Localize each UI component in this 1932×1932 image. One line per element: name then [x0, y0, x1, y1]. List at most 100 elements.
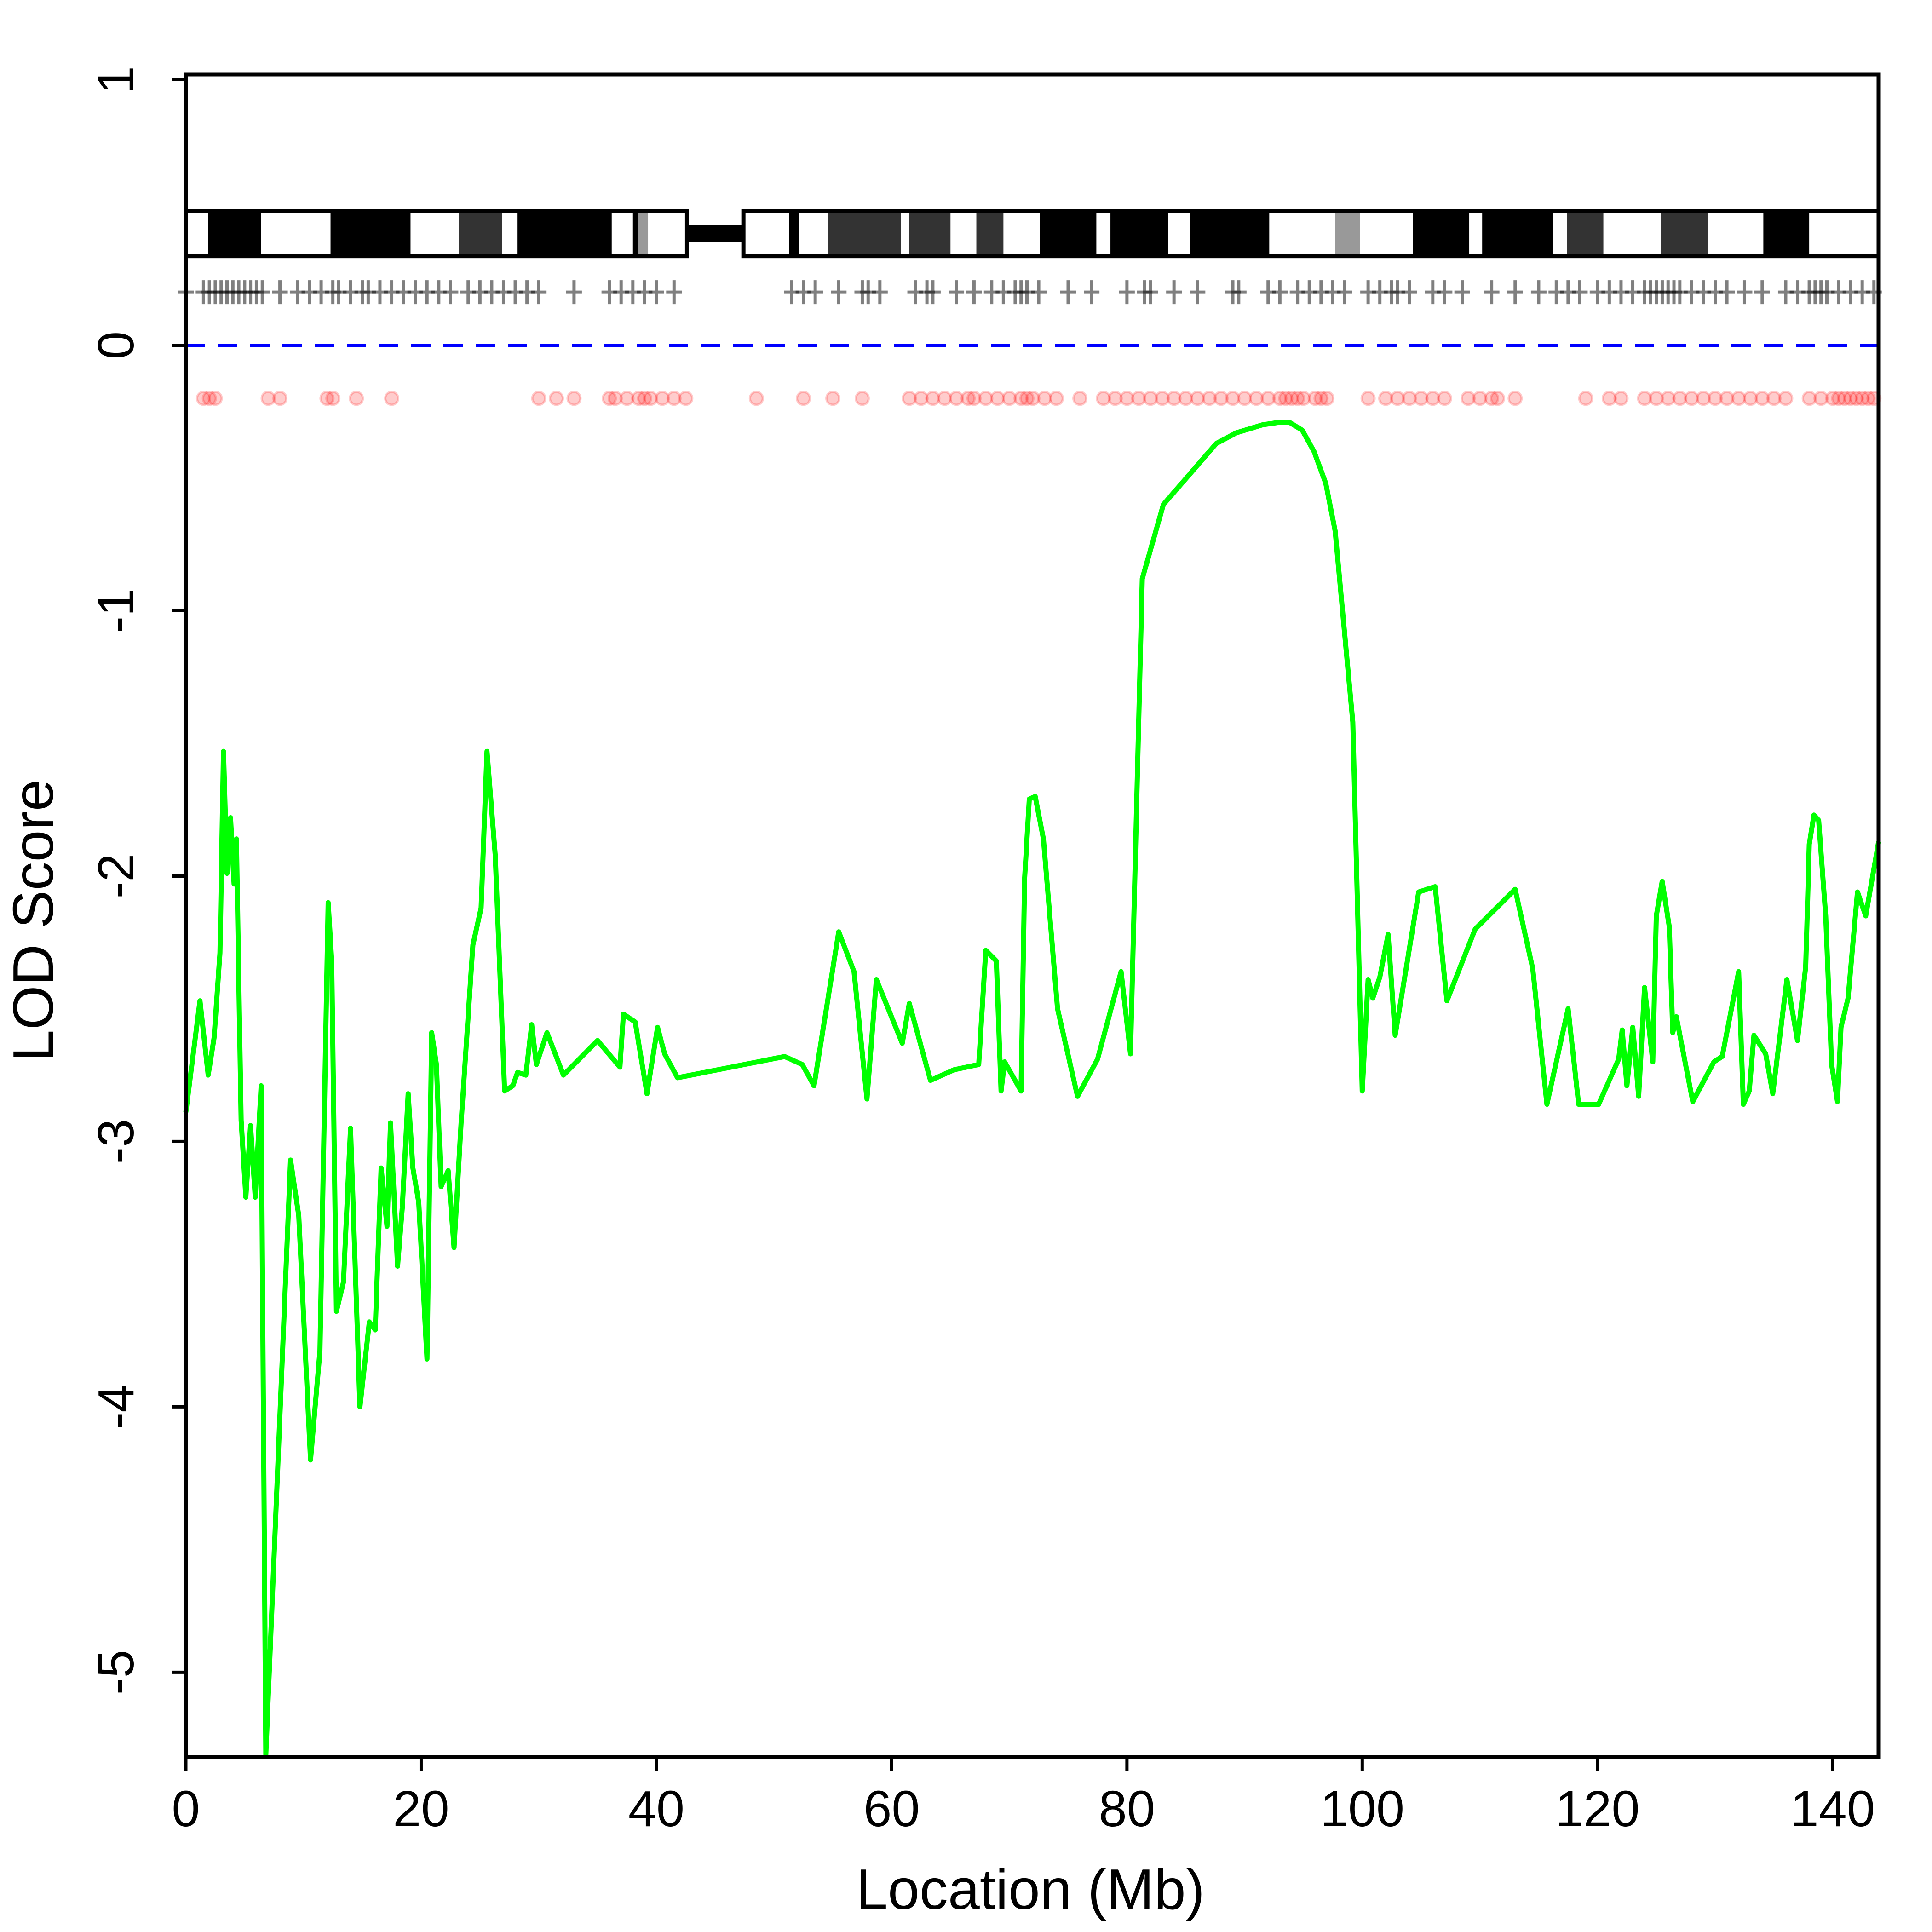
snp — [1390, 391, 1405, 406]
snp — [854, 391, 870, 406]
snp — [1837, 391, 1852, 406]
marker — [1084, 280, 1100, 305]
snp — [607, 391, 623, 406]
snp — [1001, 391, 1017, 406]
snp — [666, 391, 682, 406]
marker — [1754, 280, 1770, 305]
marker — [531, 280, 547, 305]
band — [1482, 211, 1553, 256]
marker — [254, 280, 270, 305]
band — [518, 211, 612, 256]
marker — [1401, 280, 1417, 305]
band — [1040, 211, 1097, 256]
marker — [648, 280, 664, 305]
snp — [325, 391, 341, 406]
snp — [201, 391, 217, 406]
snp — [619, 391, 635, 406]
snp — [1213, 391, 1229, 406]
marker — [925, 280, 941, 305]
snp — [1319, 391, 1335, 406]
snp — [1019, 391, 1035, 406]
snp — [1360, 391, 1376, 406]
snp — [1202, 391, 1217, 406]
snp — [1672, 391, 1688, 406]
y-tick-label: -5 — [88, 1650, 144, 1695]
snp — [1660, 391, 1676, 406]
snp — [1637, 391, 1652, 406]
marker — [831, 280, 847, 305]
snp — [678, 391, 694, 406]
marker — [1484, 280, 1500, 305]
snp — [1107, 391, 1123, 406]
snp — [655, 391, 670, 406]
snp — [1507, 391, 1523, 406]
band — [638, 211, 649, 256]
lod-line — [183, 420, 1881, 1757]
snp — [1437, 391, 1452, 406]
snp — [1260, 391, 1276, 406]
y-tick-label: -4 — [88, 1384, 144, 1429]
y-axis-label: LOD Score — [2, 779, 65, 1061]
snp — [978, 391, 994, 406]
marker — [1143, 280, 1159, 305]
snp — [1025, 391, 1041, 406]
snp — [1425, 391, 1441, 406]
band — [459, 211, 502, 256]
band — [1190, 211, 1270, 256]
band — [828, 211, 901, 256]
snp — [637, 391, 652, 406]
snp — [1813, 391, 1829, 406]
marker — [1336, 280, 1352, 305]
marker — [1572, 280, 1588, 305]
snp — [1708, 391, 1723, 406]
marker — [1507, 280, 1523, 305]
snp — [1155, 391, 1170, 406]
band — [976, 211, 1004, 256]
snp — [1378, 391, 1393, 406]
snp — [1489, 391, 1505, 406]
snp — [913, 391, 929, 406]
snp — [1272, 391, 1288, 406]
marker — [1166, 280, 1182, 305]
x-axis-label: Location (Mb) — [856, 1858, 1205, 1921]
snp — [1754, 391, 1770, 406]
snp — [1601, 391, 1617, 406]
band — [1110, 211, 1168, 256]
x-tick-label: 100 — [1320, 1781, 1405, 1837]
marker — [1454, 280, 1470, 305]
snp — [1225, 391, 1241, 406]
snp — [1048, 391, 1064, 406]
snp — [960, 391, 976, 406]
snp — [1166, 391, 1182, 406]
band — [330, 211, 411, 256]
y-tick-label: -3 — [88, 1119, 144, 1164]
y-tick-label: -2 — [88, 854, 144, 899]
snp — [1072, 391, 1088, 406]
plot-frame — [184, 72, 1881, 1760]
snp — [1307, 391, 1323, 406]
snp — [1284, 391, 1300, 406]
snp — [1037, 391, 1052, 406]
x-tick-label: 60 — [863, 1781, 920, 1837]
marker — [1437, 280, 1453, 305]
snp — [1143, 391, 1158, 406]
marker — [272, 280, 288, 305]
snp — [925, 391, 941, 406]
marker — [966, 280, 982, 305]
snp — [902, 391, 917, 406]
marker — [566, 280, 582, 305]
snp — [1578, 391, 1593, 406]
y-tick-label: 1 — [88, 66, 144, 94]
snp — [1613, 391, 1629, 406]
band — [909, 211, 951, 256]
x-tick-label: 0 — [172, 1781, 200, 1837]
snp — [1460, 391, 1476, 406]
snp — [549, 391, 564, 406]
marker — [1031, 280, 1047, 305]
snp — [1013, 391, 1029, 406]
snp — [1801, 391, 1817, 406]
snp — [384, 391, 400, 406]
marker — [872, 280, 888, 305]
snp — [1742, 391, 1758, 406]
snp — [1119, 391, 1135, 406]
